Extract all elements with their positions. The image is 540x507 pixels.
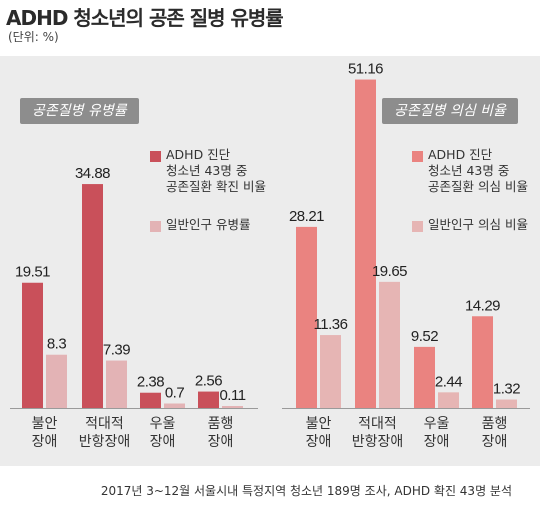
right-chart-title: 공존질병 의심 비율 (382, 98, 518, 124)
category-label: 불안 (32, 416, 58, 432)
category-label: 적대적 (85, 416, 124, 432)
bar (296, 226, 317, 408)
data-label: 0.7 (165, 385, 185, 402)
category-label: 적대적 (358, 416, 397, 432)
bar (22, 282, 43, 408)
bar (320, 335, 341, 408)
legend-line: ADHD 진단 (428, 147, 493, 162)
data-label: 0.11 (219, 387, 245, 404)
data-label: 19.51 (15, 264, 50, 281)
legend-line: 공존질환 의심 비율 (428, 179, 528, 194)
data-label: 34.88 (75, 165, 110, 182)
bar (438, 392, 459, 408)
legend-line: ADHD 진단 (166, 147, 231, 162)
legend-swatch-right-general (412, 221, 423, 232)
category-label: 장애 (424, 434, 450, 450)
data-label: 8.3 (47, 336, 67, 353)
bar (414, 346, 435, 408)
legend-right-general: 일반인구 의심 비율 (428, 217, 528, 233)
data-label: 2.56 (195, 373, 222, 390)
data-label: 1.32 (493, 381, 520, 398)
chart-title: ADHD 청소년의 공존 질병 유병률 (6, 6, 284, 30)
legend-left-adhd: ADHD 진단 청소년 43명 중 공존질환 확진 비율 (166, 147, 266, 195)
category-label: 장애 (482, 434, 508, 450)
bar (379, 281, 400, 408)
category-label: 장애 (306, 434, 332, 450)
legend-swatch-left-general (150, 221, 161, 232)
bar (496, 399, 517, 408)
bar (106, 360, 127, 408)
left-chart-title: 공존질병 유병률 (20, 98, 139, 124)
category-label: 불안 (306, 416, 332, 432)
unit-label: (단위: %) (8, 30, 59, 44)
legend-swatch-right-adhd (412, 151, 423, 162)
bar (355, 79, 376, 409)
category-label: 우울 (424, 416, 450, 432)
category-label: 품행 (208, 416, 234, 432)
category-label: 장애 (32, 434, 58, 450)
legend-swatch-left-adhd (150, 151, 161, 162)
category-label: 우울 (150, 416, 176, 432)
data-label: 19.65 (372, 263, 407, 280)
data-label: 7.39 (103, 342, 130, 359)
category-label: 장애 (150, 434, 176, 450)
bar (140, 392, 161, 408)
data-label: 2.38 (137, 374, 164, 391)
data-label: 51.16 (348, 61, 383, 78)
bar (222, 406, 243, 408)
data-label: 2.44 (435, 373, 462, 390)
bar (46, 354, 67, 408)
category-label: 장애 (208, 434, 234, 450)
legend-line: 일반인구 유병률 (166, 217, 251, 232)
legend-line: 일반인구 의심 비율 (428, 217, 528, 232)
bar (164, 403, 185, 408)
bar (198, 391, 219, 408)
data-label: 28.21 (289, 208, 324, 225)
bar (472, 316, 493, 408)
data-label: 11.36 (314, 316, 348, 333)
legend-line: 청소년 43명 중 (166, 163, 248, 178)
legend-line: 청소년 43명 중 (428, 163, 510, 178)
legend-line: 공존질환 확진 비율 (166, 179, 266, 194)
data-label: 14.29 (465, 297, 500, 314)
footnote: 2017년 3~12월 서울시내 특정지역 청소년 189명 조사, ADHD … (100, 484, 512, 498)
bar (82, 184, 103, 408)
data-label: 9.52 (411, 328, 438, 345)
category-label: 품행 (482, 416, 508, 432)
category-label: 반항장애 (79, 434, 131, 450)
legend-left-general: 일반인구 유병률 (166, 217, 250, 233)
category-label: 반항장애 (352, 434, 404, 450)
legend-right-adhd: ADHD 진단 청소년 43명 중 공존질환 의심 비율 (428, 147, 528, 195)
